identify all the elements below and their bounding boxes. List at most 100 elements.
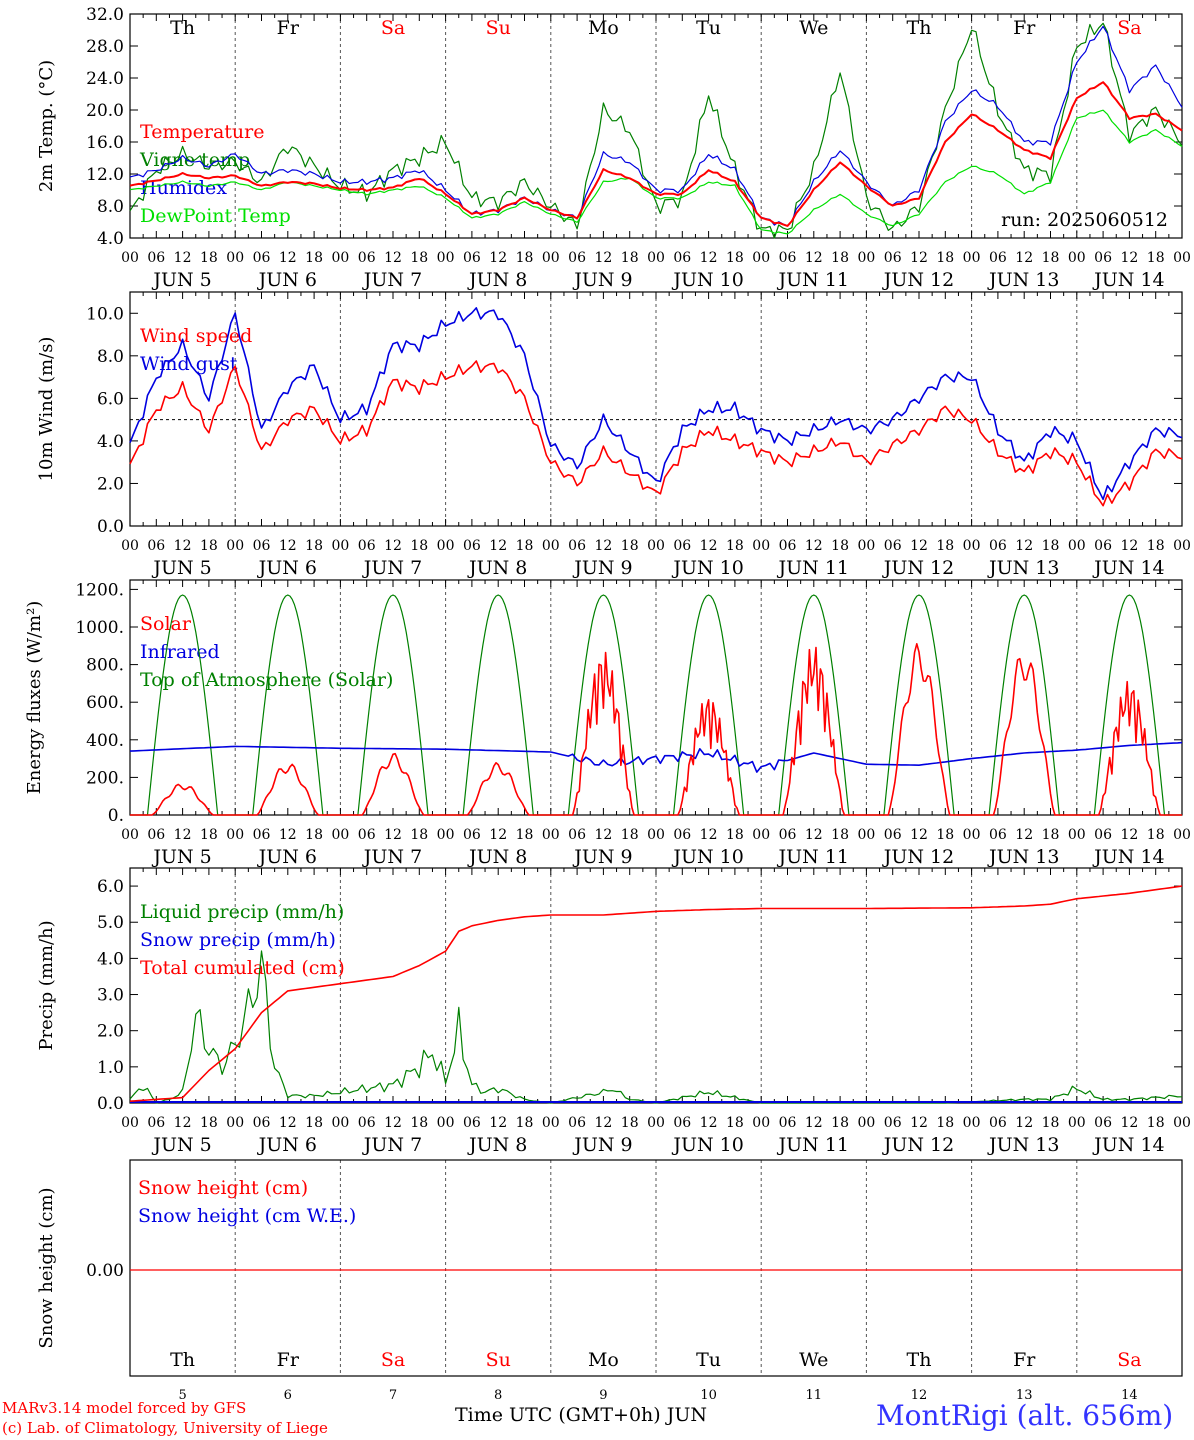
hour-tick-label: 18 bbox=[516, 538, 534, 554]
hour-tick-label: 00 bbox=[1173, 1115, 1191, 1131]
hour-tick-label: 06 bbox=[568, 250, 586, 266]
day-name: Fr bbox=[277, 1349, 300, 1371]
hour-tick-label: 00 bbox=[1068, 1115, 1086, 1131]
hour-tick-label: 12 bbox=[384, 827, 402, 843]
hour-tick-label: 12 bbox=[279, 538, 297, 554]
day-number: 6 bbox=[284, 1388, 292, 1403]
hour-tick-label: 00 bbox=[542, 827, 560, 843]
day-name: Sa bbox=[1117, 1349, 1141, 1371]
date-label: JUN 7 bbox=[362, 269, 422, 291]
hour-tick-label: 00 bbox=[1068, 538, 1086, 554]
legend-entry: Solar bbox=[140, 613, 192, 635]
legend-entry: Liquid precip (mm/h) bbox=[140, 901, 344, 923]
date-label: JUN 13 bbox=[987, 269, 1059, 291]
hour-tick-label: 06 bbox=[884, 827, 902, 843]
y-tick-label: 24.0 bbox=[86, 69, 124, 89]
hour-tick-label: 18 bbox=[410, 250, 428, 266]
hour-tick-label: 06 bbox=[463, 827, 481, 843]
hour-tick-label: 00 bbox=[331, 538, 349, 554]
day-name: Sa bbox=[381, 17, 405, 39]
hour-tick-label: 00 bbox=[752, 827, 770, 843]
date-label: JUN 5 bbox=[151, 557, 211, 579]
hour-tick-label: 12 bbox=[700, 250, 718, 266]
hour-tick-label: 00 bbox=[542, 250, 560, 266]
hour-tick-label: 12 bbox=[489, 827, 507, 843]
hour-tick-label: 06 bbox=[253, 250, 271, 266]
hour-tick-label: 06 bbox=[779, 827, 797, 843]
hour-tick-label: 06 bbox=[989, 1115, 1007, 1131]
date-label: JUN 14 bbox=[1092, 1134, 1164, 1156]
y-tick-label: 200. bbox=[86, 768, 124, 788]
hour-tick-label: 12 bbox=[910, 827, 928, 843]
total-cumulated-line bbox=[129, 885, 1183, 1102]
hour-tick-label: 18 bbox=[200, 827, 218, 843]
y-tick-label: 0. bbox=[108, 806, 124, 826]
y-axis-label: 2m Temp. (°C) bbox=[36, 60, 57, 192]
date-label: JUN 7 bbox=[362, 1134, 422, 1156]
hour-tick-label: 12 bbox=[1120, 1115, 1138, 1131]
hour-tick-label: 18 bbox=[1042, 538, 1060, 554]
hour-tick-label: 18 bbox=[726, 1115, 744, 1131]
day-number: 13 bbox=[1016, 1388, 1033, 1403]
hour-tick-label: 12 bbox=[1120, 827, 1138, 843]
hour-tick-label: 18 bbox=[410, 538, 428, 554]
hour-tick-label: 06 bbox=[989, 538, 1007, 554]
y-tick-label: 2.0 bbox=[97, 1022, 124, 1042]
hour-tick-label: 12 bbox=[384, 250, 402, 266]
date-label: JUN 13 bbox=[987, 1134, 1059, 1156]
hour-tick-label: 00 bbox=[857, 538, 875, 554]
date-label: JUN 5 bbox=[151, 269, 211, 291]
hour-tick-label: 06 bbox=[1094, 250, 1112, 266]
date-label: JUN 7 bbox=[362, 846, 422, 868]
hour-tick-label: 18 bbox=[200, 1115, 218, 1131]
hour-tick-label: 12 bbox=[279, 250, 297, 266]
hour-tick-label: 12 bbox=[910, 250, 928, 266]
hour-tick-label: 06 bbox=[989, 250, 1007, 266]
hour-tick-label: 00 bbox=[437, 538, 455, 554]
hour-tick-label: 00 bbox=[331, 250, 349, 266]
y-tick-label: 8.0 bbox=[97, 347, 124, 367]
day-name: Mo bbox=[588, 1349, 619, 1371]
hour-tick-label: 00 bbox=[437, 1115, 455, 1131]
date-label: JUN 9 bbox=[572, 1134, 632, 1156]
y-tick-label: 20.0 bbox=[86, 101, 124, 121]
hour-tick-label: 00 bbox=[963, 827, 981, 843]
time-axis-label: Time UTC (GMT+0h) JUN bbox=[455, 1404, 707, 1426]
y-tick-label: 1000. bbox=[75, 618, 124, 638]
series-line bbox=[129, 360, 1183, 507]
hour-tick-label: 18 bbox=[1042, 250, 1060, 266]
hour-tick-label: 06 bbox=[884, 1115, 902, 1131]
hour-tick-label: 00 bbox=[226, 827, 244, 843]
hour-tick-label: 00 bbox=[121, 1115, 139, 1131]
hour-tick-label: 18 bbox=[305, 538, 323, 554]
hour-tick-label: 12 bbox=[174, 1115, 192, 1131]
hour-tick-label: 00 bbox=[121, 827, 139, 843]
day-name: Sa bbox=[1117, 17, 1141, 39]
hour-tick-label: 00 bbox=[647, 1115, 665, 1131]
hour-tick-label: 12 bbox=[174, 827, 192, 843]
day-name: We bbox=[799, 17, 828, 39]
hour-tick-label: 12 bbox=[174, 538, 192, 554]
series-line bbox=[129, 25, 1183, 227]
hour-tick-label: 12 bbox=[805, 538, 823, 554]
date-label: JUN 9 bbox=[572, 269, 632, 291]
hour-tick-label: 00 bbox=[752, 1115, 770, 1131]
date-label: JUN 6 bbox=[257, 557, 317, 579]
hour-tick-label: 18 bbox=[831, 827, 849, 843]
y-tick-label: 4.0 bbox=[97, 432, 124, 452]
hour-tick-label: 18 bbox=[936, 827, 954, 843]
hour-tick-label: 06 bbox=[147, 1115, 165, 1131]
hour-tick-label: 18 bbox=[516, 1115, 534, 1131]
hour-tick-label: 18 bbox=[621, 250, 639, 266]
date-label: JUN 8 bbox=[467, 557, 527, 579]
hour-tick-label: 12 bbox=[1015, 538, 1033, 554]
hour-tick-label: 12 bbox=[910, 1115, 928, 1131]
hour-tick-label: 12 bbox=[700, 538, 718, 554]
legend-entry: Humidex bbox=[140, 177, 227, 199]
date-label: JUN 13 bbox=[987, 557, 1059, 579]
plot-frame bbox=[129, 1159, 1183, 1377]
day-name: Th bbox=[907, 1349, 932, 1371]
hour-tick-label: 06 bbox=[779, 538, 797, 554]
hour-tick-label: 00 bbox=[1173, 538, 1191, 554]
y-tick-label: 0.0 bbox=[97, 517, 124, 537]
